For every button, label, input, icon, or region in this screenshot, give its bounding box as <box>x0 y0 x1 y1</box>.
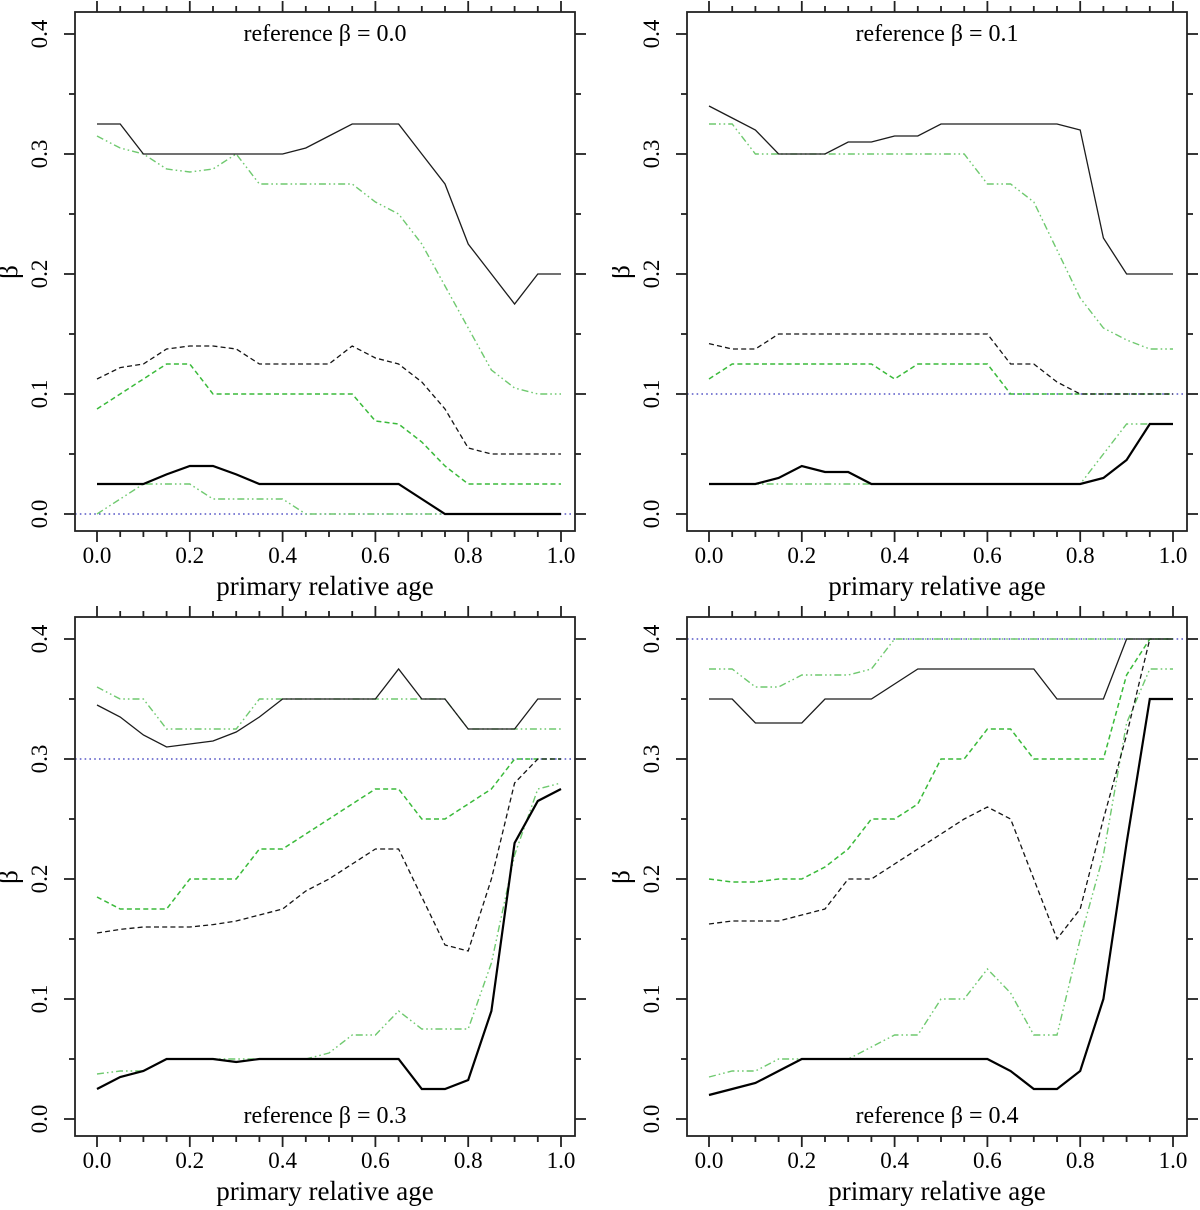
series-mid-green-dashed <box>96 363 561 485</box>
x-axis-label: primary relative age <box>216 571 433 601</box>
y-tick-label: 0.2 <box>639 865 664 894</box>
y-tick-label: 0.4 <box>639 19 664 48</box>
x-axis-label: primary relative age <box>216 1176 433 1206</box>
y-axis-label: β <box>612 870 635 884</box>
x-axis-label: primary relative age <box>828 571 1045 601</box>
series-lower-black-solid <box>97 464 561 516</box>
y-tick-label: 0.3 <box>639 745 664 774</box>
y-tick-label: 0.4 <box>27 624 52 653</box>
series-lower-black-solid <box>709 422 1173 486</box>
panel-svg-reference-beta-0.3: 0.0 0.2 0.4 0.6 0.8 1.0 0.0 0.1 0.2 0.3 0.4 primary… <box>0 606 586 1206</box>
y-tick-label: 0.1 <box>27 380 52 409</box>
x-tick-label: 0.8 <box>1066 543 1095 568</box>
y-tick-label: 0.1 <box>639 985 664 1014</box>
x-tick-label: 1.0 <box>1159 1148 1188 1173</box>
x-tick-label: 0.0 <box>695 1148 724 1173</box>
y-tick-label: 0.4 <box>639 624 664 653</box>
y-tick-label: 0.3 <box>27 745 52 774</box>
panel-svg-reference-beta-0.0: 0.0 0.2 0.4 0.6 0.8 1.0 0.0 0.1 0.2 0.3 0.4 primary… <box>0 1 586 601</box>
panel-title: reference β = 0.0 <box>244 21 407 47</box>
series-upper-black-solid <box>709 638 1173 724</box>
x-tick-label: 0.4 <box>880 543 909 568</box>
x-tick-label: 0.0 <box>83 1148 112 1173</box>
x-tick-label: 0.6 <box>973 543 1002 568</box>
y-tick-label: 0.3 <box>27 140 52 169</box>
series-mid-black-dashed <box>708 333 1173 395</box>
series-mid-black-dashed <box>708 638 1173 941</box>
x-tick-label: 0.4 <box>268 1148 297 1173</box>
y-axis-label: β <box>612 265 635 279</box>
x-tick-label: 0.2 <box>175 543 204 568</box>
y-tick-label: 0.2 <box>27 865 52 894</box>
series-upper-black-solid <box>96 667 561 748</box>
x-tick-label: 0.8 <box>454 1148 483 1173</box>
panel-reference-beta-0.0: 0.0 0.2 0.4 0.6 0.8 1.0 0.0 0.1 0.2 0.3 0.4 primary… <box>0 0 600 605</box>
x-tick-label: 0.6 <box>361 1148 390 1173</box>
series-upper-green-dashdot <box>709 638 1173 688</box>
y-tick-label: 0.1 <box>27 985 52 1014</box>
series-upper-green-dashdot <box>96 686 561 730</box>
x-tick-label: 0.2 <box>787 543 816 568</box>
y-tick-label: 0.3 <box>639 140 664 169</box>
y-tick-label: 0.4 <box>27 19 52 48</box>
x-tick-label: 0.6 <box>973 1148 1002 1173</box>
series-mid-black-dashed <box>96 758 561 952</box>
x-axis-label: primary relative age <box>828 1176 1045 1206</box>
panel-reference-beta-0.1: 0.0 0.2 0.4 0.6 0.8 1.0 0.0 0.1 0.2 0.3 0.4 primary… <box>600 0 1200 605</box>
panel-title: reference β = 0.4 <box>856 1103 1019 1129</box>
plot-box <box>74 616 576 1137</box>
x-tick-label: 0.0 <box>83 543 112 568</box>
panel-title: reference β = 0.1 <box>856 21 1019 47</box>
x-tick-label: 0.2 <box>175 1148 204 1173</box>
y-tick-label: 0.0 <box>27 1105 52 1134</box>
x-tick-label: 0.4 <box>268 543 297 568</box>
y-tick-label: 0.0 <box>27 500 52 529</box>
series-mid-green-dashed <box>708 638 1173 883</box>
series-lower-black-solid <box>708 697 1173 1097</box>
series-lower-green-dashdot <box>708 668 1173 1078</box>
series-mid-green-dashed <box>96 758 561 910</box>
x-tick-label: 1.0 <box>1159 543 1188 568</box>
y-axis-label: β <box>0 870 23 884</box>
series-lower-green-dashdot <box>96 483 561 515</box>
x-tick-label: 0.8 <box>454 543 483 568</box>
x-tick-label: 1.0 <box>547 543 576 568</box>
y-tick-label: 0.2 <box>27 260 52 289</box>
series-lower-green-dashdot <box>96 782 562 1075</box>
x-tick-label: 1.0 <box>547 1148 576 1173</box>
y-tick-label: 0.2 <box>639 260 664 289</box>
x-tick-label: 0.0 <box>695 543 724 568</box>
y-tick-label: 0.0 <box>639 1105 664 1134</box>
panel-svg-reference-beta-0.1: 0.0 0.2 0.4 0.6 0.8 1.0 0.0 0.1 0.2 0.3 0.4 primary… <box>612 1 1198 601</box>
series-mid-green-dashed <box>708 363 1173 395</box>
panel-reference-beta-0.3: 0.0 0.2 0.4 0.6 0.8 1.0 0.0 0.1 0.2 0.3 0.4 primary… <box>0 605 600 1210</box>
series-lower-black-solid <box>96 788 562 1091</box>
x-tick-label: 0.4 <box>880 1148 909 1173</box>
series-mid-black-dashed <box>96 345 561 455</box>
series-upper-black-solid <box>708 105 1173 275</box>
series-lower-green-dashdot <box>709 423 1173 485</box>
y-tick-label: 0.0 <box>639 500 664 529</box>
plot-box <box>686 616 1188 1137</box>
panel-title: reference β = 0.3 <box>244 1103 407 1129</box>
plot-box <box>686 11 1188 532</box>
plot-box <box>74 11 576 532</box>
x-tick-label: 0.6 <box>361 543 390 568</box>
x-tick-label: 0.2 <box>787 1148 816 1173</box>
x-tick-label: 0.8 <box>1066 1148 1095 1173</box>
series-upper-black-solid <box>97 123 561 306</box>
panel-svg-reference-beta-0.4: 0.0 0.2 0.4 0.6 0.8 1.0 0.0 0.1 0.2 0.3 0.4 primary… <box>612 606 1198 1206</box>
panel-reference-beta-0.4: 0.0 0.2 0.4 0.6 0.8 1.0 0.0 0.1 0.2 0.3 0.4 primary… <box>600 605 1200 1210</box>
series-upper-green-dashdot <box>96 135 561 395</box>
y-axis-label: β <box>0 265 23 279</box>
y-tick-label: 0.1 <box>639 380 664 409</box>
